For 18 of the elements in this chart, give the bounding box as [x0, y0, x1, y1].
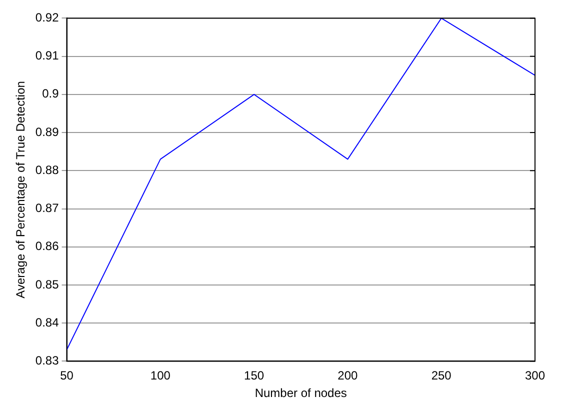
x-tick-label: 150: [244, 368, 264, 383]
y-tick-label: 0.85: [35, 277, 60, 292]
y-axis-title: Average of Percentage of True Detection: [14, 81, 28, 298]
y-tick-label: 0.9: [42, 86, 60, 101]
y-tick-label: 0.87: [35, 201, 60, 216]
y-tick-label: 0.86: [35, 239, 60, 254]
y-tick-label: 0.83: [35, 354, 60, 368]
x-tick-label: 100: [150, 368, 171, 383]
y-tick-label: 0.89: [35, 124, 60, 139]
x-tick-label: 300: [524, 368, 546, 383]
y-tick-label: 0.91: [35, 48, 60, 63]
y-tick-label: 0.88: [35, 162, 60, 177]
x-tick-label: 50: [60, 368, 74, 383]
y-tick-label: 0.84: [35, 315, 60, 330]
x-tick-label: 250: [431, 368, 452, 383]
x-tick-label: 200: [338, 368, 358, 383]
y-tick-label: 0.92: [35, 10, 60, 25]
x-axis-title: Number of nodes: [254, 386, 347, 400]
